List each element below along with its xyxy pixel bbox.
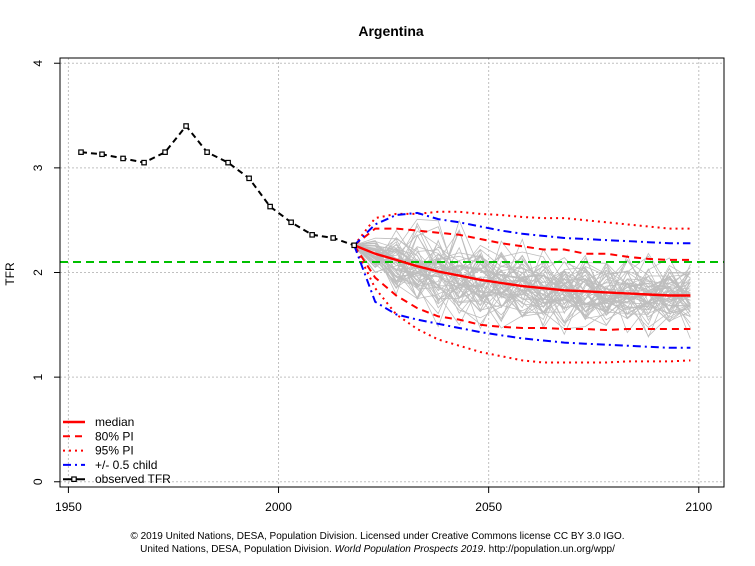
y-tick-label: 1 [31,373,45,380]
legend-label: 95% PI [95,444,134,458]
y-tick-label: 4 [31,60,45,67]
simulated-trajectories [353,218,691,339]
trajectory-line [354,234,691,315]
source-line: United Nations, DESA, Population Divisio… [0,544,755,555]
trajectory-line [354,244,691,318]
x-tick-label: 2000 [265,500,292,514]
y-axis-label: TFR [3,262,17,286]
observed-tfr-point [162,149,168,155]
pi80-upper-line [353,227,691,261]
x-tick-label: 2100 [685,500,712,514]
half-child-upper-line [353,211,691,247]
trajectory-line [354,244,691,313]
legend-label: +/- 0.5 child [95,458,157,472]
observed-tfr-point [204,149,210,155]
legend-label: observed TFR [95,472,171,486]
observed-tfr-point [330,235,336,241]
trajectory-line [353,225,691,321]
observed-tfr-point [141,159,147,166]
observed-tfr-point [309,232,315,238]
copyright-line: © 2019 United Nations, DESA, Population … [130,531,625,542]
pi95-upper-line [353,210,691,246]
y-tick-label: 2 [31,269,45,276]
y-tick-label: 3 [31,164,45,171]
legend-swatch-point [71,476,77,483]
axes: 1950 2000 2050 2100 0 1 2 3 4 [31,57,725,514]
source-title: World Population Prospects 2019 [334,544,484,555]
grid-lines [60,58,724,487]
observed-tfr-point [246,175,252,182]
legend-label: 80% PI [95,429,134,443]
observed-tfr-point [288,219,294,226]
pi80-lower-line [353,244,691,332]
trajectory-line [353,244,691,318]
chart-title: Argentina [358,23,424,39]
half-child-lower-line [353,244,691,349]
source-prefix: United Nations, DESA, Population Divisio… [140,544,335,555]
source-suffix: . http://population.un.org/wpp/ [483,544,615,555]
x-tick-label: 1950 [55,500,82,514]
median-line [353,244,691,297]
trajectory-line [354,244,691,327]
trajectory-line [354,222,691,313]
pi95-lower-line [353,244,691,364]
observed-tfr-point [225,159,231,166]
trajectory-line [353,228,691,323]
series-lines [60,123,724,364]
observed-tfr-point [99,151,105,158]
observed-tfr-line [80,124,355,247]
x-tick-label: 2050 [475,500,502,514]
observed-tfr-point [351,242,357,249]
y-tick-label: 0 [31,478,45,485]
trajectory-line [353,245,691,318]
observed-tfr-point [78,149,84,155]
observed-tfr-point [183,123,189,129]
legend-label: median [95,415,134,429]
trajectory-line [354,244,691,339]
trajectory-line [353,244,691,298]
observed-tfr-point [120,155,126,162]
observed-tfr-point [267,203,273,210]
